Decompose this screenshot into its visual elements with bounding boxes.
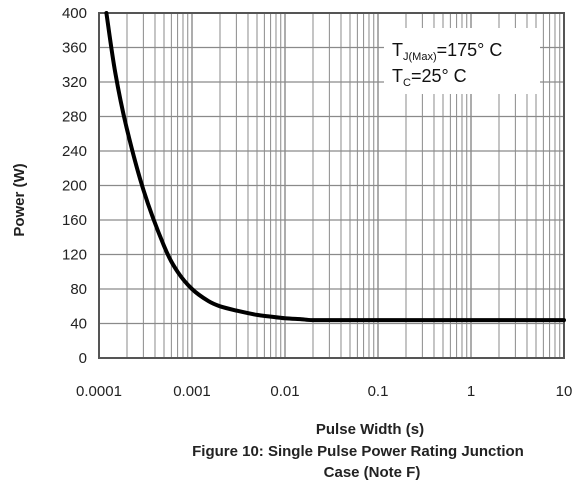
y-tick-label: 200 [62,178,87,195]
tc-subscript: C [403,77,411,89]
tc-annotation: TC=25° C [392,66,467,89]
x-axis-label: Pulse Width (s) [316,421,424,438]
x-tick-label: 0.1 [368,383,389,400]
tc-symbol: T [392,66,403,86]
plot-frame [98,12,565,359]
x-tick-labels: 0.0001 0.001 0.01 0.1 1 10 [76,383,572,400]
tj-annotation: TJ(Max)=175° C [392,40,502,63]
power-curve-line [104,11,566,323]
tj-symbol: T [392,40,403,60]
y-axis-label: Power (W) [11,163,28,236]
y-tick-label: 120 [62,247,87,264]
y-tick-label: 0 [79,350,87,367]
annotation-background [384,28,540,94]
figure-caption-line1: Figure 10: Single Pulse Power Rating Jun… [192,443,524,460]
x-tick-label: 10 [556,383,573,400]
y-tick-label: 240 [62,143,87,160]
y-tick-label: 280 [62,109,87,126]
y-tick-label: 40 [70,316,87,333]
x-tick-label: 0.001 [173,383,211,400]
tj-value: =175° C [437,40,503,60]
x-tick-label: 0.0001 [76,383,122,400]
x-tick-label: 0.01 [270,383,299,400]
y-tick-label: 360 [62,40,87,57]
condition-annotation: TJ(Max)=175° C TC=25° C [384,28,540,94]
y-tick-label: 160 [62,212,87,229]
y-tick-label: 400 [62,5,87,22]
tj-subscript: J(Max) [403,51,437,63]
y-tick-labels: 0 40 80 120 160 200 240 280 320 360 400 [62,5,87,367]
tc-value: =25° C [411,66,467,86]
y-tick-label: 320 [62,74,87,91]
y-tick-label: 80 [70,281,87,298]
x-tick-label: 1 [467,383,475,400]
figure-caption-line2: Case (Note F) [324,464,421,481]
